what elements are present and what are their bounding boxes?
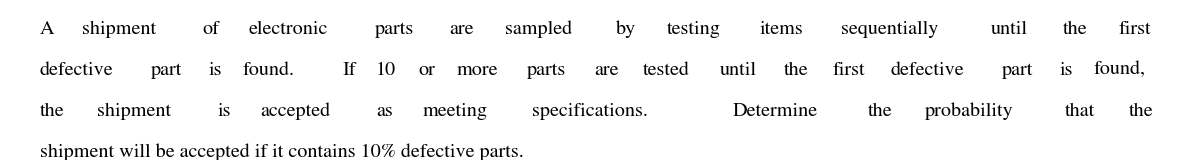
Text: found,: found, [1093, 62, 1145, 79]
Text: shipment: shipment [83, 21, 156, 38]
Text: by: by [616, 21, 636, 38]
Text: is: is [208, 62, 222, 79]
Text: A: A [40, 21, 54, 38]
Text: more: more [457, 62, 498, 79]
Text: part: part [1002, 62, 1033, 79]
Text: If: If [342, 62, 356, 79]
Text: of: of [203, 21, 220, 38]
Text: the: the [40, 102, 65, 120]
Text: the: the [1129, 102, 1153, 120]
Text: first: first [1118, 21, 1151, 38]
Text: as: as [376, 102, 392, 120]
Text: shipment will be accepted if it contains 10% defective parts.: shipment will be accepted if it contains… [40, 143, 523, 160]
Text: found.: found. [242, 62, 294, 79]
Text: 10: 10 [377, 62, 396, 79]
Text: sequentially: sequentially [841, 21, 938, 38]
Text: is: is [1060, 62, 1073, 79]
Text: are: are [450, 21, 474, 38]
Text: is: is [217, 102, 232, 120]
Text: items: items [760, 21, 804, 38]
Text: the: the [868, 102, 892, 120]
Text: until: until [720, 62, 756, 79]
Text: that: that [1064, 102, 1094, 120]
Text: defective: defective [40, 62, 113, 79]
Text: the: the [784, 62, 809, 79]
Text: accepted: accepted [260, 102, 330, 120]
Text: Determine: Determine [732, 102, 817, 120]
Text: testing: testing [666, 21, 720, 38]
Text: defective: defective [890, 62, 965, 79]
Text: tested: tested [642, 62, 689, 79]
Text: electronic: electronic [248, 21, 328, 38]
Text: are: are [594, 62, 619, 79]
Text: the: the [1062, 21, 1087, 38]
Text: or: or [419, 62, 436, 79]
Text: first: first [832, 62, 865, 79]
Text: parts: parts [374, 21, 414, 38]
Text: probability: probability [924, 102, 1013, 120]
Text: specifications.: specifications. [532, 102, 648, 120]
Text: parts: parts [527, 62, 566, 79]
Text: part: part [151, 62, 182, 79]
Text: meeting: meeting [424, 102, 488, 120]
Text: shipment: shipment [97, 102, 170, 120]
Text: sampled: sampled [505, 21, 572, 38]
Text: until: until [990, 21, 1027, 38]
